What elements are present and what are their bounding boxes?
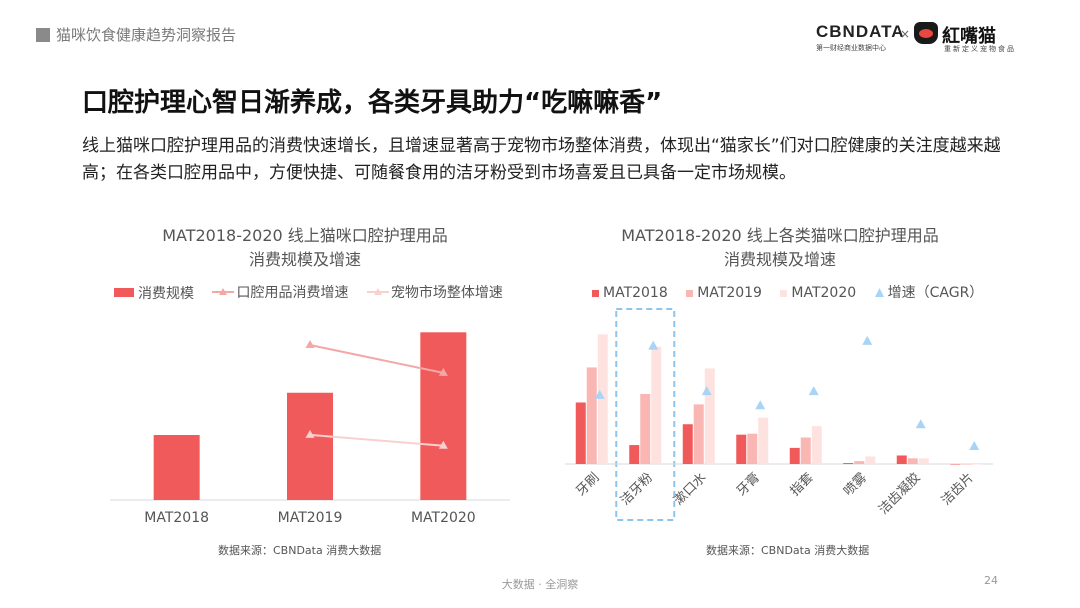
chart2-bar-mat2019 xyxy=(800,437,811,464)
chart2-x-tick: 漱口水 xyxy=(671,470,709,508)
chart2-bar-mat2020 xyxy=(865,456,876,464)
chart2-title-line2: 消费规模及增速 xyxy=(723,250,836,269)
chart2-bar-mat2020 xyxy=(704,368,715,464)
chart1-x-tick: MAT2020 xyxy=(411,510,476,526)
chart1-line-marker xyxy=(438,440,448,449)
partner-logo-subtitle: 重新定义宠物食品 xyxy=(944,45,1016,53)
cbndata-logo: CBNDATA xyxy=(816,22,905,41)
chart2-x-tick: 喷雾 xyxy=(841,470,870,499)
page-number: 24 xyxy=(984,574,998,587)
chart1-title-line2: 消费规模及增速 xyxy=(248,250,361,269)
chart2-title-line1: MAT2018-2020 线上各类猫咪口腔护理用品 xyxy=(621,226,939,245)
chart2-bar-mat2018 xyxy=(629,445,640,464)
chart2-x-tick: 洁牙粉 xyxy=(618,470,656,508)
chart1-bar xyxy=(153,435,200,500)
cat-logo-icon xyxy=(914,22,938,44)
chart2-bar-mat2018 xyxy=(736,434,747,464)
chart2-legend-label: MAT2018 xyxy=(603,285,668,301)
chart2-bar-mat2020 xyxy=(651,346,662,464)
chart2-x-tick: 牙膏 xyxy=(733,470,763,500)
page-description: 线上猫咪口腔护理用品的消费快速增长，且增速显著高于宠物市场整体消费，体现出“猫家… xyxy=(82,136,1001,183)
chart2-legend-item-2018: MAT2018 xyxy=(592,285,668,301)
chart1-line-series xyxy=(309,344,444,374)
chart1-line-marker xyxy=(305,429,315,438)
chart2-bar-mat2020 xyxy=(918,458,929,464)
chart2-bar-mat2019 xyxy=(747,433,758,464)
chart2-bar-mat2020 xyxy=(972,464,983,465)
chart2-bar-mat2019 xyxy=(693,404,704,464)
legend-line1-icon xyxy=(212,288,235,295)
chart2-bar-mat2019 xyxy=(907,458,918,464)
chart1-legend: 消费规模 口腔用品消费增速 宠物市场整体增速 xyxy=(114,282,517,303)
chart1-line-marker xyxy=(305,340,315,348)
page-title: 口腔护理心智日渐养成，各类牙具助力“吃嘛嘛香” xyxy=(82,88,663,118)
chart2-cagr-marker xyxy=(755,400,766,410)
chart2-bar-mat2018 xyxy=(575,402,586,464)
chart2-bar-mat2020 xyxy=(811,426,822,464)
chart1-legend-item-line1: 口腔用品消费增速 xyxy=(212,282,348,302)
chart2-cagr-marker xyxy=(701,386,712,396)
chart1-x-tick: MAT2019 xyxy=(278,510,343,526)
chart2-cagr-marker xyxy=(915,419,926,429)
chart2-legend: MAT2018 MAT2019 MAT2020 增速（CAGR） xyxy=(592,282,997,302)
chart2-bar-mat2018 xyxy=(789,447,800,464)
chart2-source: 数据来源：CBNData 消费大数据 xyxy=(706,544,870,557)
partner-logo: 紅嘴猫 xyxy=(942,26,996,47)
chart1-source: 数据来源：CBNData 消费大数据 xyxy=(218,544,382,557)
chart1-line-marker xyxy=(438,367,448,376)
footer-text: 大数据 · 全洞察 xyxy=(501,578,579,591)
legend-swatch-2018 xyxy=(592,289,599,297)
legend-triangle-icon xyxy=(874,287,884,297)
chart2-bar-mat2019 xyxy=(586,367,597,464)
report-section-title: 猫咪饮食健康趋势洞察报告 xyxy=(56,26,237,44)
chart2-legend-label: MAT2020 xyxy=(791,285,857,301)
cbndata-logo-subtitle: 第一财经商业数据中心 xyxy=(816,44,886,52)
chart2-bar-mat2018 xyxy=(843,463,854,464)
chart2-cagr-marker xyxy=(808,386,819,396)
header-square-icon xyxy=(36,28,50,42)
chart2-legend-item-2019: MAT2019 xyxy=(686,285,762,301)
chart1-line-series xyxy=(309,433,444,447)
chart2-legend-label: MAT2019 xyxy=(697,285,762,301)
chart2-x-tick: 洁齿片 xyxy=(939,470,977,508)
legend-swatch-2019 xyxy=(686,289,694,297)
chart2-cagr-marker xyxy=(969,441,980,451)
chart2-bar-mat2018 xyxy=(896,455,907,464)
chart2-cagr-marker xyxy=(648,340,659,350)
chart2-bar-mat2019 xyxy=(640,393,651,464)
chart1-legend-label: 口腔用品消费增速 xyxy=(236,285,349,301)
chart2-cagr-marker xyxy=(862,335,873,345)
chart2-x-tick: 洁齿凝胶 xyxy=(875,470,923,518)
chart2-legend-item-2020: MAT2020 xyxy=(780,285,856,301)
legend-line2-icon xyxy=(366,288,389,295)
chart1-bar xyxy=(287,392,333,500)
chart1-legend-item-bar: 消费规模 xyxy=(114,283,194,303)
chart2-bar-mat2019 xyxy=(961,464,972,465)
chart2-title: MAT2018-2020 线上各类猫咪口腔护理用品 消费规模及增速 xyxy=(600,224,960,272)
chart2-bar-mat2018 xyxy=(682,424,693,464)
logo-separator: × xyxy=(900,27,911,41)
chart1-x-tick: MAT2018 xyxy=(144,510,209,526)
chart2-legend-label: 增速（CAGR） xyxy=(887,285,984,301)
chart2-bar-mat2018 xyxy=(950,464,961,465)
chart1-title: MAT2018-2020 线上猫咪口腔护理用品 消费规模及增速 xyxy=(130,224,480,272)
legend-swatch-2020 xyxy=(780,289,788,297)
chart2-x-tick: 牙刷 xyxy=(574,470,603,499)
chart1-title-line1: MAT2018-2020 线上猫咪口腔护理用品 xyxy=(162,226,448,245)
chart2-bar-mat2020 xyxy=(597,334,608,464)
chart2-highlight-box xyxy=(615,308,676,521)
chart2-bar-mat2020 xyxy=(758,417,769,464)
chart1-bar xyxy=(420,332,467,500)
chart2-bar-mat2019 xyxy=(854,461,865,464)
chart2-legend-item-cagr: 增速（CAGR） xyxy=(874,282,984,302)
chart1-legend-label: 消费规模 xyxy=(138,285,194,302)
chart1-legend-item-line2: 宠物市场整体增速 xyxy=(366,282,503,302)
chart1-legend-label: 宠物市场整体增速 xyxy=(390,285,503,301)
legend-swatch-bar xyxy=(114,288,134,297)
chart2-x-tick: 指套 xyxy=(787,470,817,500)
chart2-cagr-marker xyxy=(594,389,605,399)
